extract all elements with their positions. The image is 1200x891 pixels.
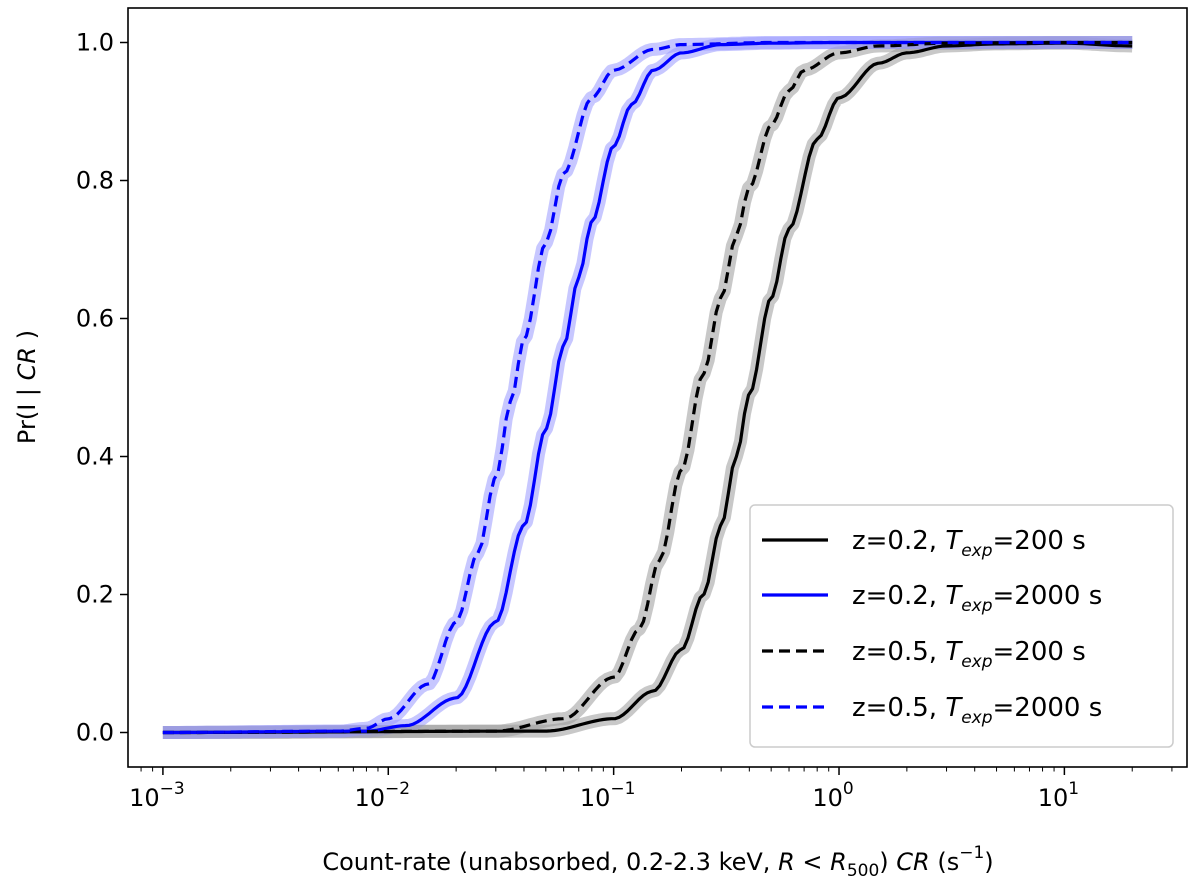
legend-label-z05_t2000: z=0.5, Texp=2000 s [852, 693, 1102, 728]
x-axis-label-r500: R [830, 848, 847, 876]
x-axis-label: Count-rate (unabsorbed, 0.2-2.3 keV, R <… [322, 843, 993, 881]
x-tick-exponent: −1 [610, 779, 635, 799]
y-axis-label-var: CR [13, 347, 41, 380]
x-axis-label-unit-close: ) [984, 848, 993, 876]
legend-label-suffix: =200 s [993, 637, 1086, 667]
legend-label-var: T [945, 526, 963, 556]
x-axis-label-prefix: Count-rate (unabsorbed, 0.2-2.3 keV, [322, 848, 778, 876]
x-axis-label-close: ) [879, 848, 896, 876]
y-tick-label: 0.4 [76, 443, 114, 471]
y-tick-label: 0.6 [76, 305, 114, 333]
y-tick-label: 0.0 [76, 719, 114, 747]
x-tick-base: 10 [580, 784, 611, 812]
plot-frame [127, 7, 1188, 768]
legend-label-prefix: z=0.2, [852, 581, 945, 611]
legend-label-sub: exp [961, 541, 993, 561]
legend-label-z02_t2000: z=0.2, Texp=2000 s [852, 581, 1102, 616]
x-axis-label-unit-sup: −1 [959, 843, 984, 863]
x-tick-exponent: 0 [843, 779, 854, 799]
x-tick-exponent: −2 [385, 779, 410, 799]
legend-label-suffix: =2000 s [993, 693, 1103, 723]
line-z05_t2000 [162, 40, 1133, 735]
legend-label-prefix: z=0.5, [852, 693, 945, 723]
x-tick-label: 101 [1038, 779, 1079, 812]
x-axis-label-r: R [778, 848, 795, 876]
legend-label-z05_t200: z=0.5, Texp=200 s [852, 637, 1086, 672]
x-tick-base: 10 [812, 784, 843, 812]
x-tick-exponent: 1 [1068, 779, 1079, 799]
legend-label-sub: exp [961, 652, 993, 672]
legend-label-prefix: z=0.2, [852, 526, 945, 556]
series-lines [162, 40, 1133, 735]
x-axis-label-lt: < [795, 848, 830, 876]
legend-label-var: T [945, 581, 963, 611]
y-tick-label: 0.2 [76, 581, 114, 609]
x-axis-label-r500-sub: 500 [847, 861, 879, 881]
legend: z=0.2, Texp=200 sz=0.2, Texp=2000 sz=0.5… [749, 504, 1174, 748]
x-tick-base: 10 [129, 784, 160, 812]
x-tick-base: 10 [1038, 784, 1069, 812]
legend-label-z02_t200: z=0.2, Texp=200 s [852, 526, 1086, 561]
x-tick-base: 10 [354, 784, 385, 812]
y-axis-label-prefix: Pr(I | [13, 380, 41, 444]
y-tick-label: 0.8 [76, 167, 114, 195]
legend-label-var: T [945, 637, 963, 667]
x-axis-label-cr: CR [896, 848, 929, 876]
legend-label-var: T [945, 693, 963, 723]
legend-box [749, 504, 1174, 748]
legend-label-prefix: z=0.5, [852, 637, 945, 667]
x-tick-label: 10−1 [580, 779, 636, 812]
legend-label-suffix: =200 s [993, 526, 1086, 556]
x-tick-label: 10−2 [354, 779, 410, 812]
x-axis-label-unit-open: (s [930, 848, 960, 876]
legend-label-sub: exp [961, 708, 993, 728]
y-axis-ticks: 0.0 0.2 0.4 0.6 0.8 1.0 [76, 29, 128, 747]
x-tick-label: 10−3 [129, 779, 185, 812]
x-tick-exponent: −3 [160, 779, 185, 799]
y-axis-label: Pr(I | CR ) [13, 330, 41, 444]
y-axis-label-suffix: ) [13, 330, 41, 347]
legend-label-suffix: =2000 s [993, 581, 1103, 611]
x-tick-label: 100 [812, 779, 853, 812]
legend-label-sub: exp [961, 596, 993, 616]
x-axis-ticks: 10−3 10−2 10−1 100 101 [129, 767, 1173, 812]
y-tick-label: 1.0 [76, 29, 114, 57]
